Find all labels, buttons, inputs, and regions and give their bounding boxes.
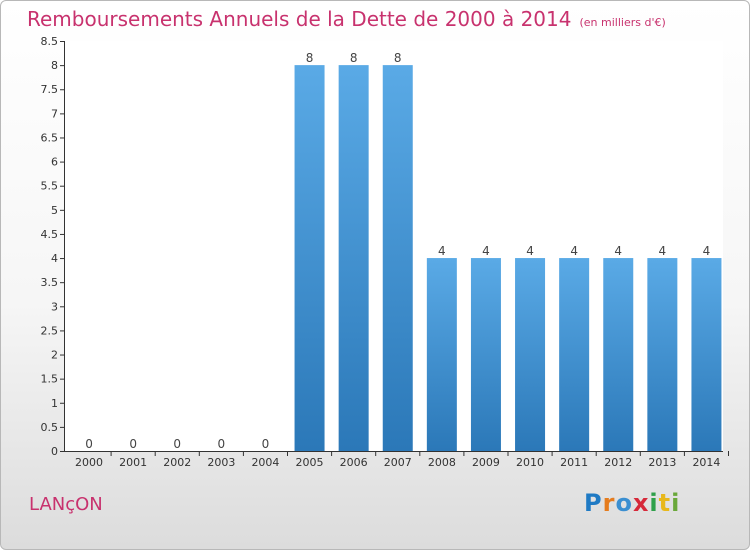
data-label: 4 bbox=[526, 244, 534, 258]
y-tick-label: 0 bbox=[51, 445, 58, 458]
plot-area: 0 0.5 1 1.5 2 2.5 3 3.5 4 4.5 5 5.5 6 6.5 7 7.5 8 8.5 0 200… bbox=[41, 35, 729, 469]
logo-letter: r bbox=[602, 489, 616, 517]
data-label: 4 bbox=[482, 244, 490, 258]
title-unit: (en milliers d'€) bbox=[579, 16, 666, 29]
data-label: 8 bbox=[394, 51, 402, 65]
x-tick-label: 2007 bbox=[384, 456, 412, 469]
bar bbox=[603, 258, 634, 451]
x-tick-label: 2004 bbox=[251, 456, 279, 469]
logo-letter: P bbox=[584, 489, 603, 517]
chart-title: Remboursements Annuels de la Dette de 20… bbox=[27, 7, 666, 31]
x-tick-label: 2011 bbox=[560, 456, 588, 469]
y-tick-label: 1.5 bbox=[41, 373, 59, 386]
bar bbox=[338, 65, 369, 451]
y-tick-label: 2 bbox=[51, 349, 58, 362]
data-label: 0 bbox=[129, 437, 137, 451]
bar bbox=[515, 258, 546, 451]
bar bbox=[382, 65, 413, 451]
data-label: 4 bbox=[438, 244, 446, 258]
y-tick-label: 1 bbox=[51, 397, 58, 410]
x-tick-label: 2003 bbox=[207, 456, 235, 469]
data-label: 0 bbox=[262, 437, 270, 451]
x-tick-label: 2005 bbox=[296, 456, 324, 469]
data-label: 0 bbox=[218, 437, 226, 451]
data-label: 0 bbox=[173, 437, 181, 451]
x-tick-label: 2012 bbox=[604, 456, 632, 469]
logo-letter: x bbox=[632, 489, 650, 517]
data-label: 8 bbox=[350, 51, 358, 65]
x-tick-label: 2006 bbox=[340, 456, 368, 469]
y-tick-label: 8.5 bbox=[41, 35, 59, 48]
bar bbox=[647, 258, 678, 451]
x-tick-label: 2010 bbox=[516, 456, 544, 469]
y-tick-label: 0.5 bbox=[41, 421, 59, 434]
bar bbox=[691, 258, 722, 451]
x-tick-label: 2013 bbox=[648, 456, 676, 469]
x-tick-label: 2009 bbox=[472, 456, 500, 469]
y-tick-label: 7.5 bbox=[41, 83, 59, 96]
y-tick-label: 2.5 bbox=[41, 324, 59, 337]
logo-letter: i bbox=[649, 489, 659, 517]
y-tick-label: 4 bbox=[51, 252, 58, 265]
y-tick-label: 3 bbox=[51, 300, 58, 313]
data-label: 0 bbox=[85, 437, 93, 451]
logo-letter: i bbox=[671, 489, 681, 517]
data-label: 8 bbox=[306, 51, 314, 65]
y-tick-label: 7 bbox=[51, 107, 58, 120]
bar bbox=[294, 65, 325, 451]
x-tick-label: 2008 bbox=[428, 456, 456, 469]
y-tick-label: 5.5 bbox=[41, 180, 59, 193]
data-label: 4 bbox=[659, 244, 667, 258]
bar-chart: 0 0.5 1 1.5 2 2.5 3 3.5 4 4.5 5 5.5 6 6.5 7 7.5 8 8.5 0 200… bbox=[41, 35, 729, 469]
bar bbox=[470, 258, 501, 451]
y-tick-label: 4.5 bbox=[41, 228, 59, 241]
bar bbox=[426, 258, 457, 451]
y-tick-label: 6 bbox=[51, 156, 58, 169]
data-label: 4 bbox=[614, 244, 622, 258]
data-label: 4 bbox=[570, 244, 578, 258]
x-tick-label: 2002 bbox=[163, 456, 191, 469]
y-tick-label: 8 bbox=[51, 59, 58, 72]
data-label: 4 bbox=[703, 244, 711, 258]
commune-name: LANçON bbox=[29, 494, 103, 515]
y-tick-label: 5 bbox=[51, 204, 58, 217]
x-tick-label: 2000 bbox=[75, 456, 103, 469]
bar bbox=[559, 258, 590, 451]
x-tick-label: 2001 bbox=[119, 456, 147, 469]
y-tick-label: 3.5 bbox=[41, 276, 59, 289]
logo-letter: o bbox=[615, 489, 633, 517]
y-tick-label: 6.5 bbox=[41, 131, 59, 144]
proxiti-logo[interactable]: Proxiti bbox=[584, 489, 680, 517]
logo-letter: t bbox=[658, 489, 672, 517]
title-text: Remboursements Annuels de la Dette de 20… bbox=[27, 7, 572, 31]
x-tick-label: 2014 bbox=[692, 456, 720, 469]
